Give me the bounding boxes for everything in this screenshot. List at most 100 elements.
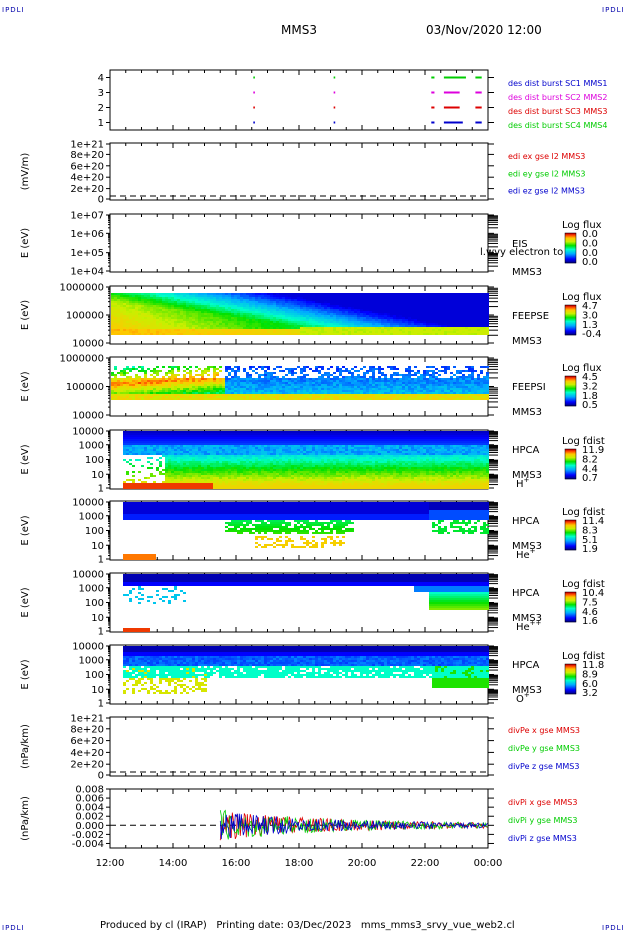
spectrogram-cell bbox=[237, 394, 240, 396]
spectrogram-cell bbox=[267, 307, 270, 309]
spectrogram-cell bbox=[255, 309, 258, 311]
spectrogram-cell bbox=[264, 366, 267, 368]
spectrogram-cell bbox=[192, 321, 195, 323]
spectrogram-cell bbox=[159, 380, 162, 382]
spectrogram-cell bbox=[189, 378, 192, 380]
spectrogram-cell bbox=[186, 293, 189, 295]
legend-entry: edi ez gse l2 MMS3 bbox=[508, 187, 585, 196]
spectrogram-cell bbox=[192, 396, 195, 398]
spectrogram-cell bbox=[177, 368, 180, 370]
spectrogram-cell bbox=[402, 311, 405, 313]
spectrogram-cell bbox=[186, 390, 189, 392]
spectrogram-cell bbox=[351, 333, 354, 335]
spectrogram-cell bbox=[396, 319, 399, 321]
spectrogram-cell bbox=[246, 293, 249, 295]
spectrogram-cell bbox=[447, 327, 450, 329]
spectrogram-cell bbox=[174, 374, 177, 376]
spectrogram-cell bbox=[291, 331, 294, 333]
spectrogram-cell bbox=[342, 313, 345, 315]
spectrogram-cell bbox=[483, 303, 486, 305]
spectrogram-cell bbox=[120, 370, 123, 372]
spectrogram-cell bbox=[255, 293, 258, 295]
spectrogram-cell bbox=[282, 331, 285, 333]
spectrogram-cell bbox=[129, 398, 132, 400]
spectrogram-cell bbox=[288, 297, 291, 299]
spectrogram-cell bbox=[438, 297, 441, 299]
spectrogram-cell bbox=[486, 303, 489, 305]
spectrogram-cell bbox=[315, 309, 318, 311]
spectrogram-cell bbox=[189, 396, 192, 398]
spectrogram-cell bbox=[141, 331, 144, 333]
spectrogram-cell bbox=[267, 321, 270, 323]
spectrogram-cell bbox=[312, 315, 315, 317]
spectrogram-cell bbox=[381, 315, 384, 317]
spectrogram-cell bbox=[450, 329, 453, 331]
spectrogram-cell bbox=[360, 311, 363, 313]
spectrogram-cell bbox=[420, 293, 423, 295]
spectrogram-cell bbox=[207, 297, 210, 299]
spectrogram-cell bbox=[222, 390, 225, 392]
spectrogram-cell bbox=[207, 305, 210, 307]
spectrogram-cell bbox=[375, 311, 378, 313]
spectrogram-cell bbox=[267, 368, 270, 370]
spectrogram-cell bbox=[246, 305, 249, 307]
spectrogram-cell bbox=[264, 398, 267, 400]
spectrogram-cell bbox=[228, 384, 231, 386]
burst-segment bbox=[333, 76, 336, 79]
spectrogram-cell bbox=[264, 374, 267, 376]
spectrogram-cell bbox=[429, 313, 432, 315]
spectrogram-cell bbox=[309, 299, 312, 301]
spectrogram-cell bbox=[348, 329, 351, 331]
spectrogram-cell bbox=[444, 323, 447, 325]
colorbar-title: Log flux bbox=[562, 363, 602, 374]
spectrogram-cell bbox=[258, 378, 261, 380]
spectrogram-cell bbox=[303, 327, 306, 329]
panel-label: MMS3 bbox=[512, 336, 542, 347]
spectrogram-cell bbox=[189, 370, 192, 372]
spectrogram-cell bbox=[234, 374, 237, 376]
spectrogram-cell bbox=[240, 313, 243, 315]
spectrogram-cell bbox=[387, 317, 390, 319]
y-tick-label: 0.002 bbox=[75, 812, 104, 823]
panel-frame bbox=[109, 716, 489, 777]
spectrogram-cell bbox=[411, 299, 414, 301]
spectrogram-cell bbox=[186, 299, 189, 301]
spectrogram-cell bbox=[345, 325, 348, 327]
spectrogram-cell bbox=[450, 309, 453, 311]
spectrogram-cell bbox=[432, 317, 435, 319]
spectrogram-cell bbox=[318, 305, 321, 307]
spectrogram-cell bbox=[444, 313, 447, 315]
spectrogram-cell bbox=[486, 305, 489, 307]
spectrogram-cell bbox=[195, 382, 198, 384]
spectrogram-cell bbox=[135, 293, 138, 295]
spectrogram-cell bbox=[333, 311, 336, 313]
spectrogram-cell bbox=[126, 293, 129, 295]
spectrogram-cell bbox=[111, 392, 114, 394]
spectrogram-cell bbox=[477, 329, 480, 331]
spectrogram-cell bbox=[399, 311, 402, 313]
spectrogram-cell bbox=[303, 378, 306, 380]
panel-label: HPCA bbox=[512, 445, 540, 456]
spectrogram-cell bbox=[153, 323, 156, 325]
spectrogram-cell bbox=[219, 311, 222, 313]
spectrogram-cell bbox=[219, 382, 222, 384]
spectrogram-cell bbox=[384, 313, 387, 315]
spectrogram-cell bbox=[369, 329, 372, 331]
spectrogram-cell bbox=[198, 384, 201, 386]
spectrogram-cell bbox=[402, 333, 405, 335]
spectrogram-cell bbox=[132, 309, 135, 311]
spectrogram-cell bbox=[294, 311, 297, 313]
spectrogram-cell bbox=[252, 323, 255, 325]
spectrogram-cell bbox=[348, 317, 351, 319]
spectrogram-cell bbox=[252, 301, 255, 303]
spectrogram-cell bbox=[477, 331, 480, 333]
spectrogram-cell bbox=[348, 309, 351, 311]
spectrogram-cell bbox=[216, 303, 219, 305]
spectrogram-cell bbox=[120, 299, 123, 301]
y-tick-label: 1 bbox=[98, 484, 104, 495]
spectrogram-cell bbox=[264, 295, 267, 297]
spectrogram-cell bbox=[288, 299, 291, 301]
spectrogram-cell bbox=[153, 333, 156, 335]
spectrogram-cell bbox=[279, 295, 282, 297]
spectrogram-cell bbox=[150, 313, 153, 315]
